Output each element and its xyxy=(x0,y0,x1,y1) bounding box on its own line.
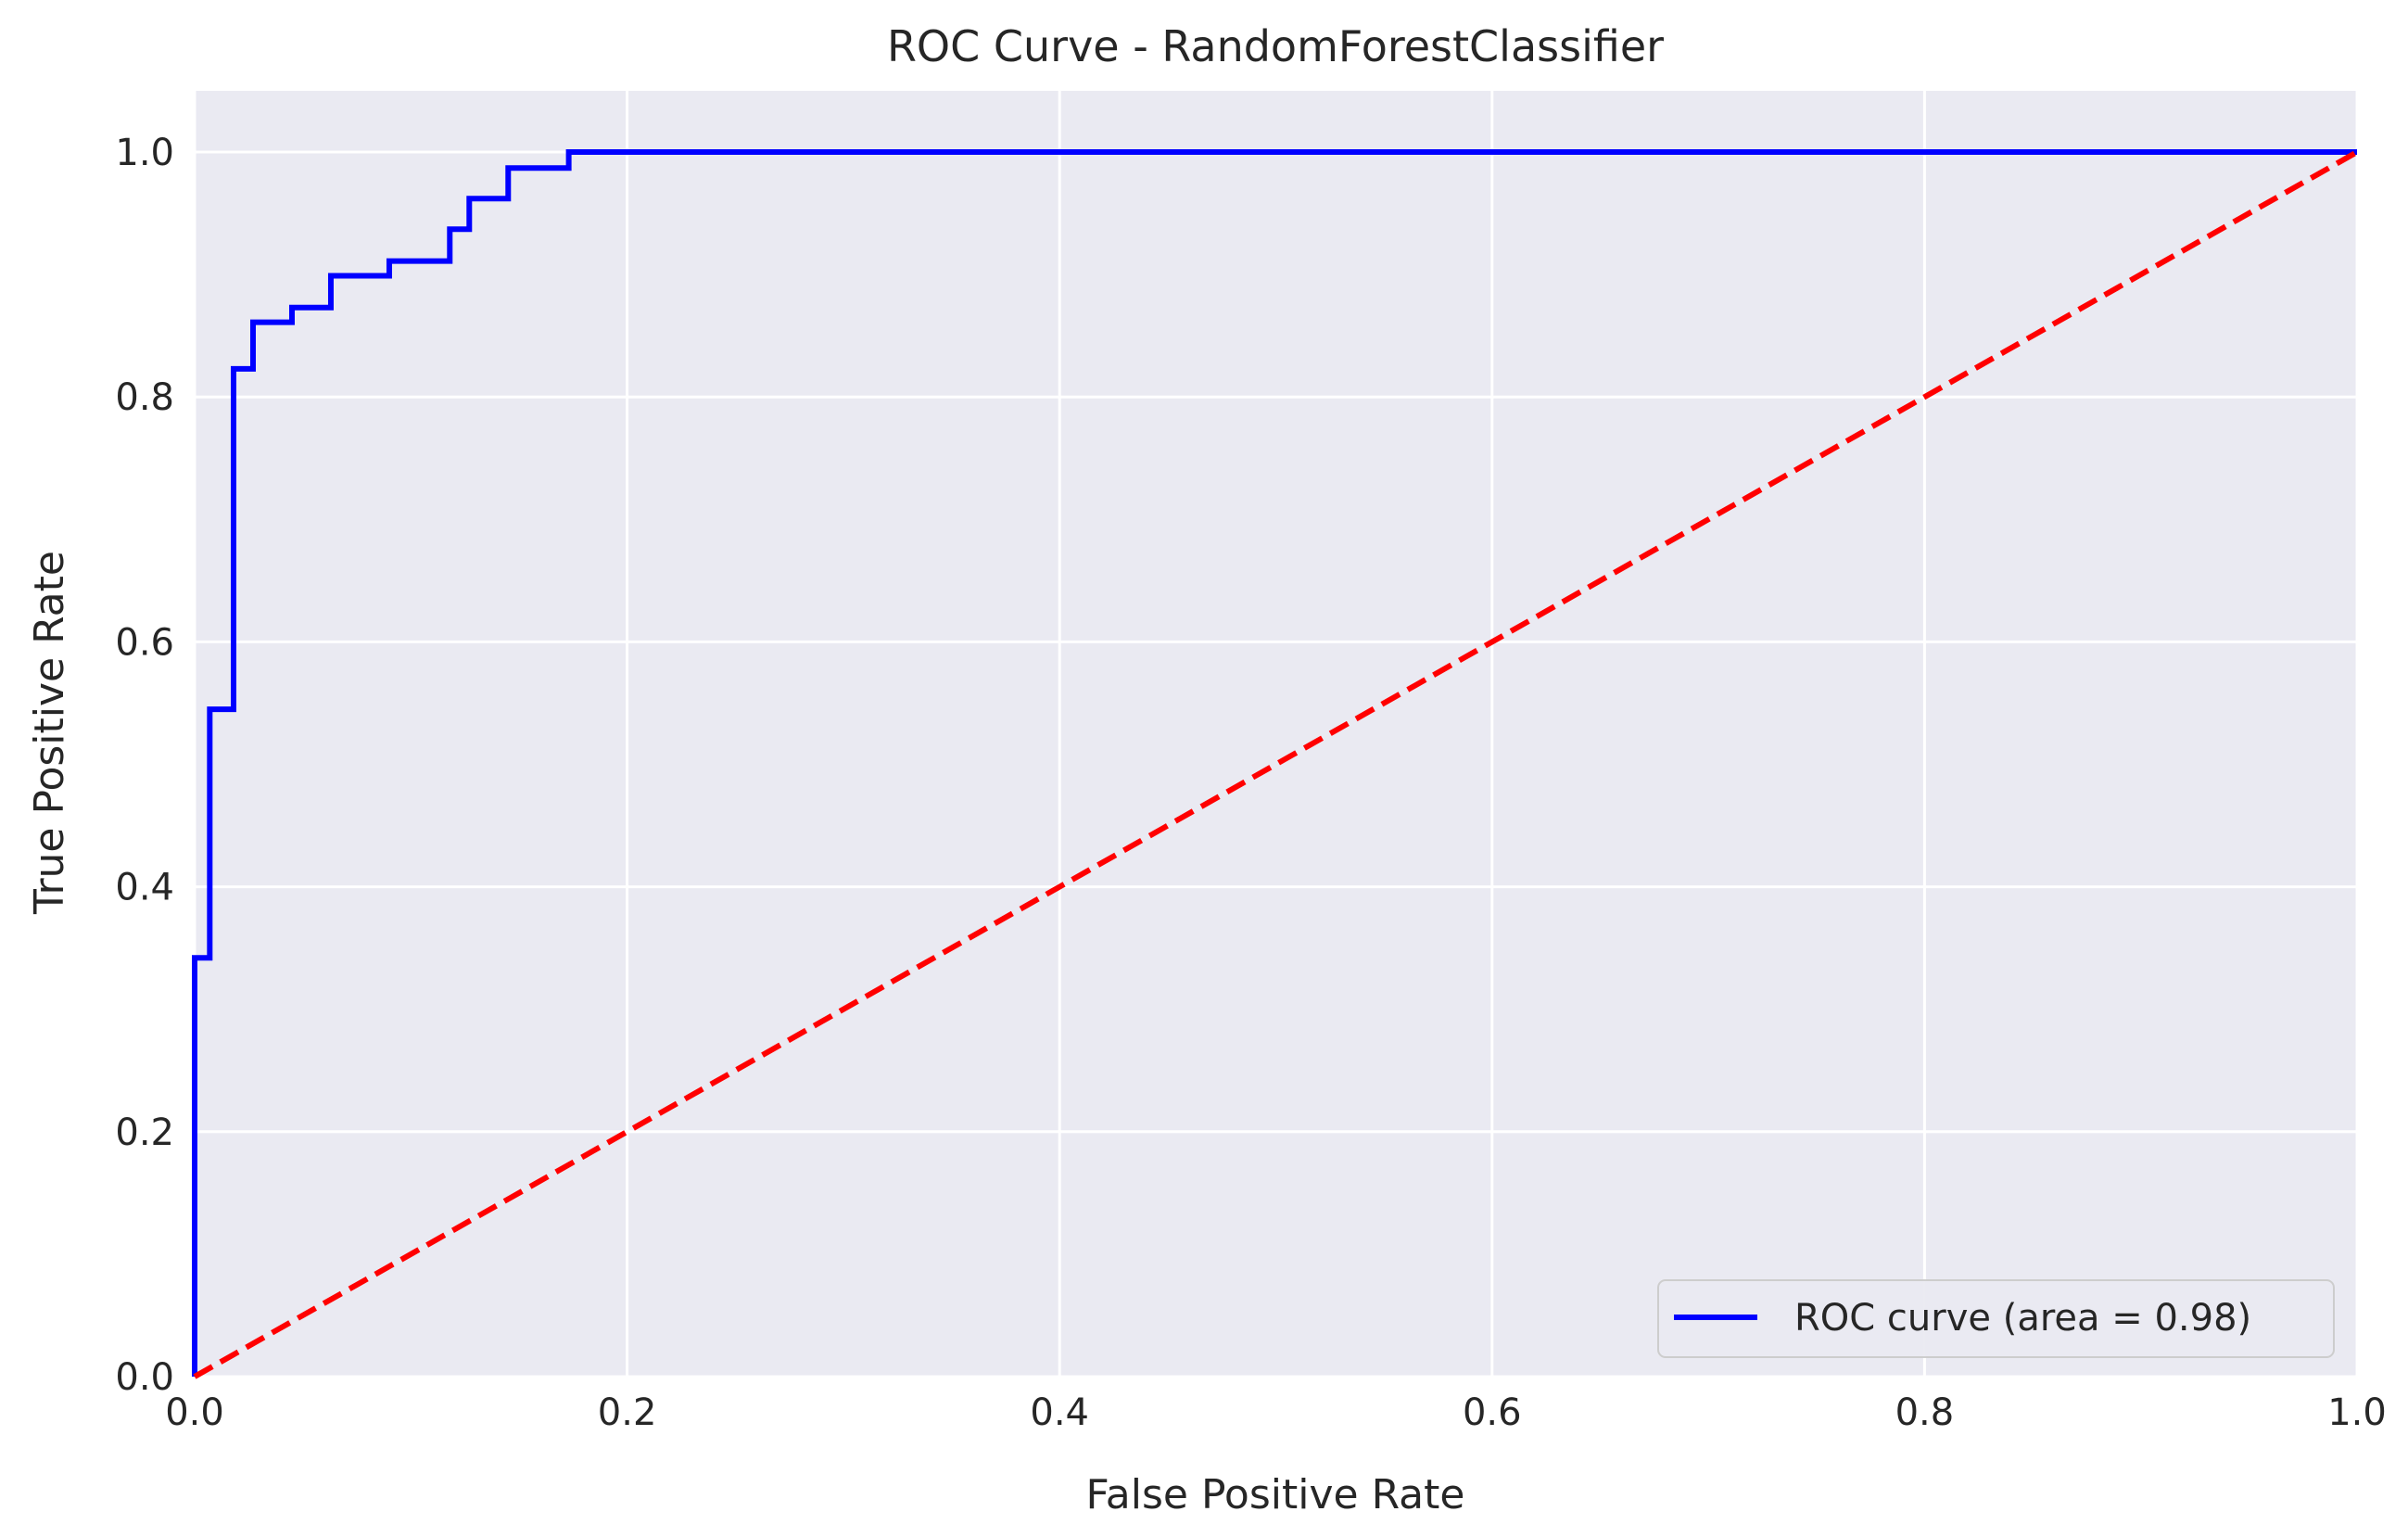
x-tick-label: 0.8 xyxy=(1895,1391,1955,1434)
roc-curve-line xyxy=(192,149,2357,1377)
x-tick-label: 0.0 xyxy=(165,1391,224,1434)
x-tick-label: 0.6 xyxy=(1463,1391,1522,1434)
y-axis-label: True Positive Rate xyxy=(26,551,73,915)
y-tick-label: 0.4 xyxy=(115,867,174,909)
legend-entry-roc: ROC curve (area = 0.98) xyxy=(1794,1297,2251,1340)
y-tick-labels: 0.0 0.2 0.4 0.6 0.8 1.0 xyxy=(115,132,174,1399)
legend: ROC curve (area = 0.98) xyxy=(1657,1279,2335,1358)
plot-background xyxy=(195,91,2357,1377)
legend-box xyxy=(1657,1279,2335,1358)
y-tick-label: 0.2 xyxy=(115,1111,174,1154)
x-tick-label: 0.4 xyxy=(1030,1391,1089,1434)
x-tick-labels: 0.0 0.2 0.4 0.6 0.8 1.0 xyxy=(165,1391,2387,1434)
x-axis-label: False Positive Rate xyxy=(1086,1471,1465,1518)
grid-lines xyxy=(193,91,2359,1378)
y-tick-label: 0.8 xyxy=(115,376,174,419)
y-tick-label: 0.6 xyxy=(115,621,174,664)
x-tick-label: 1.0 xyxy=(2327,1391,2387,1434)
chart-title: ROC Curve - RandomForestClassifier xyxy=(887,21,1664,71)
series-layer xyxy=(192,149,2359,1379)
y-tick-label: 0.0 xyxy=(115,1356,174,1399)
y-tick-label: 1.0 xyxy=(115,132,174,174)
x-tick-label: 0.2 xyxy=(598,1391,657,1434)
